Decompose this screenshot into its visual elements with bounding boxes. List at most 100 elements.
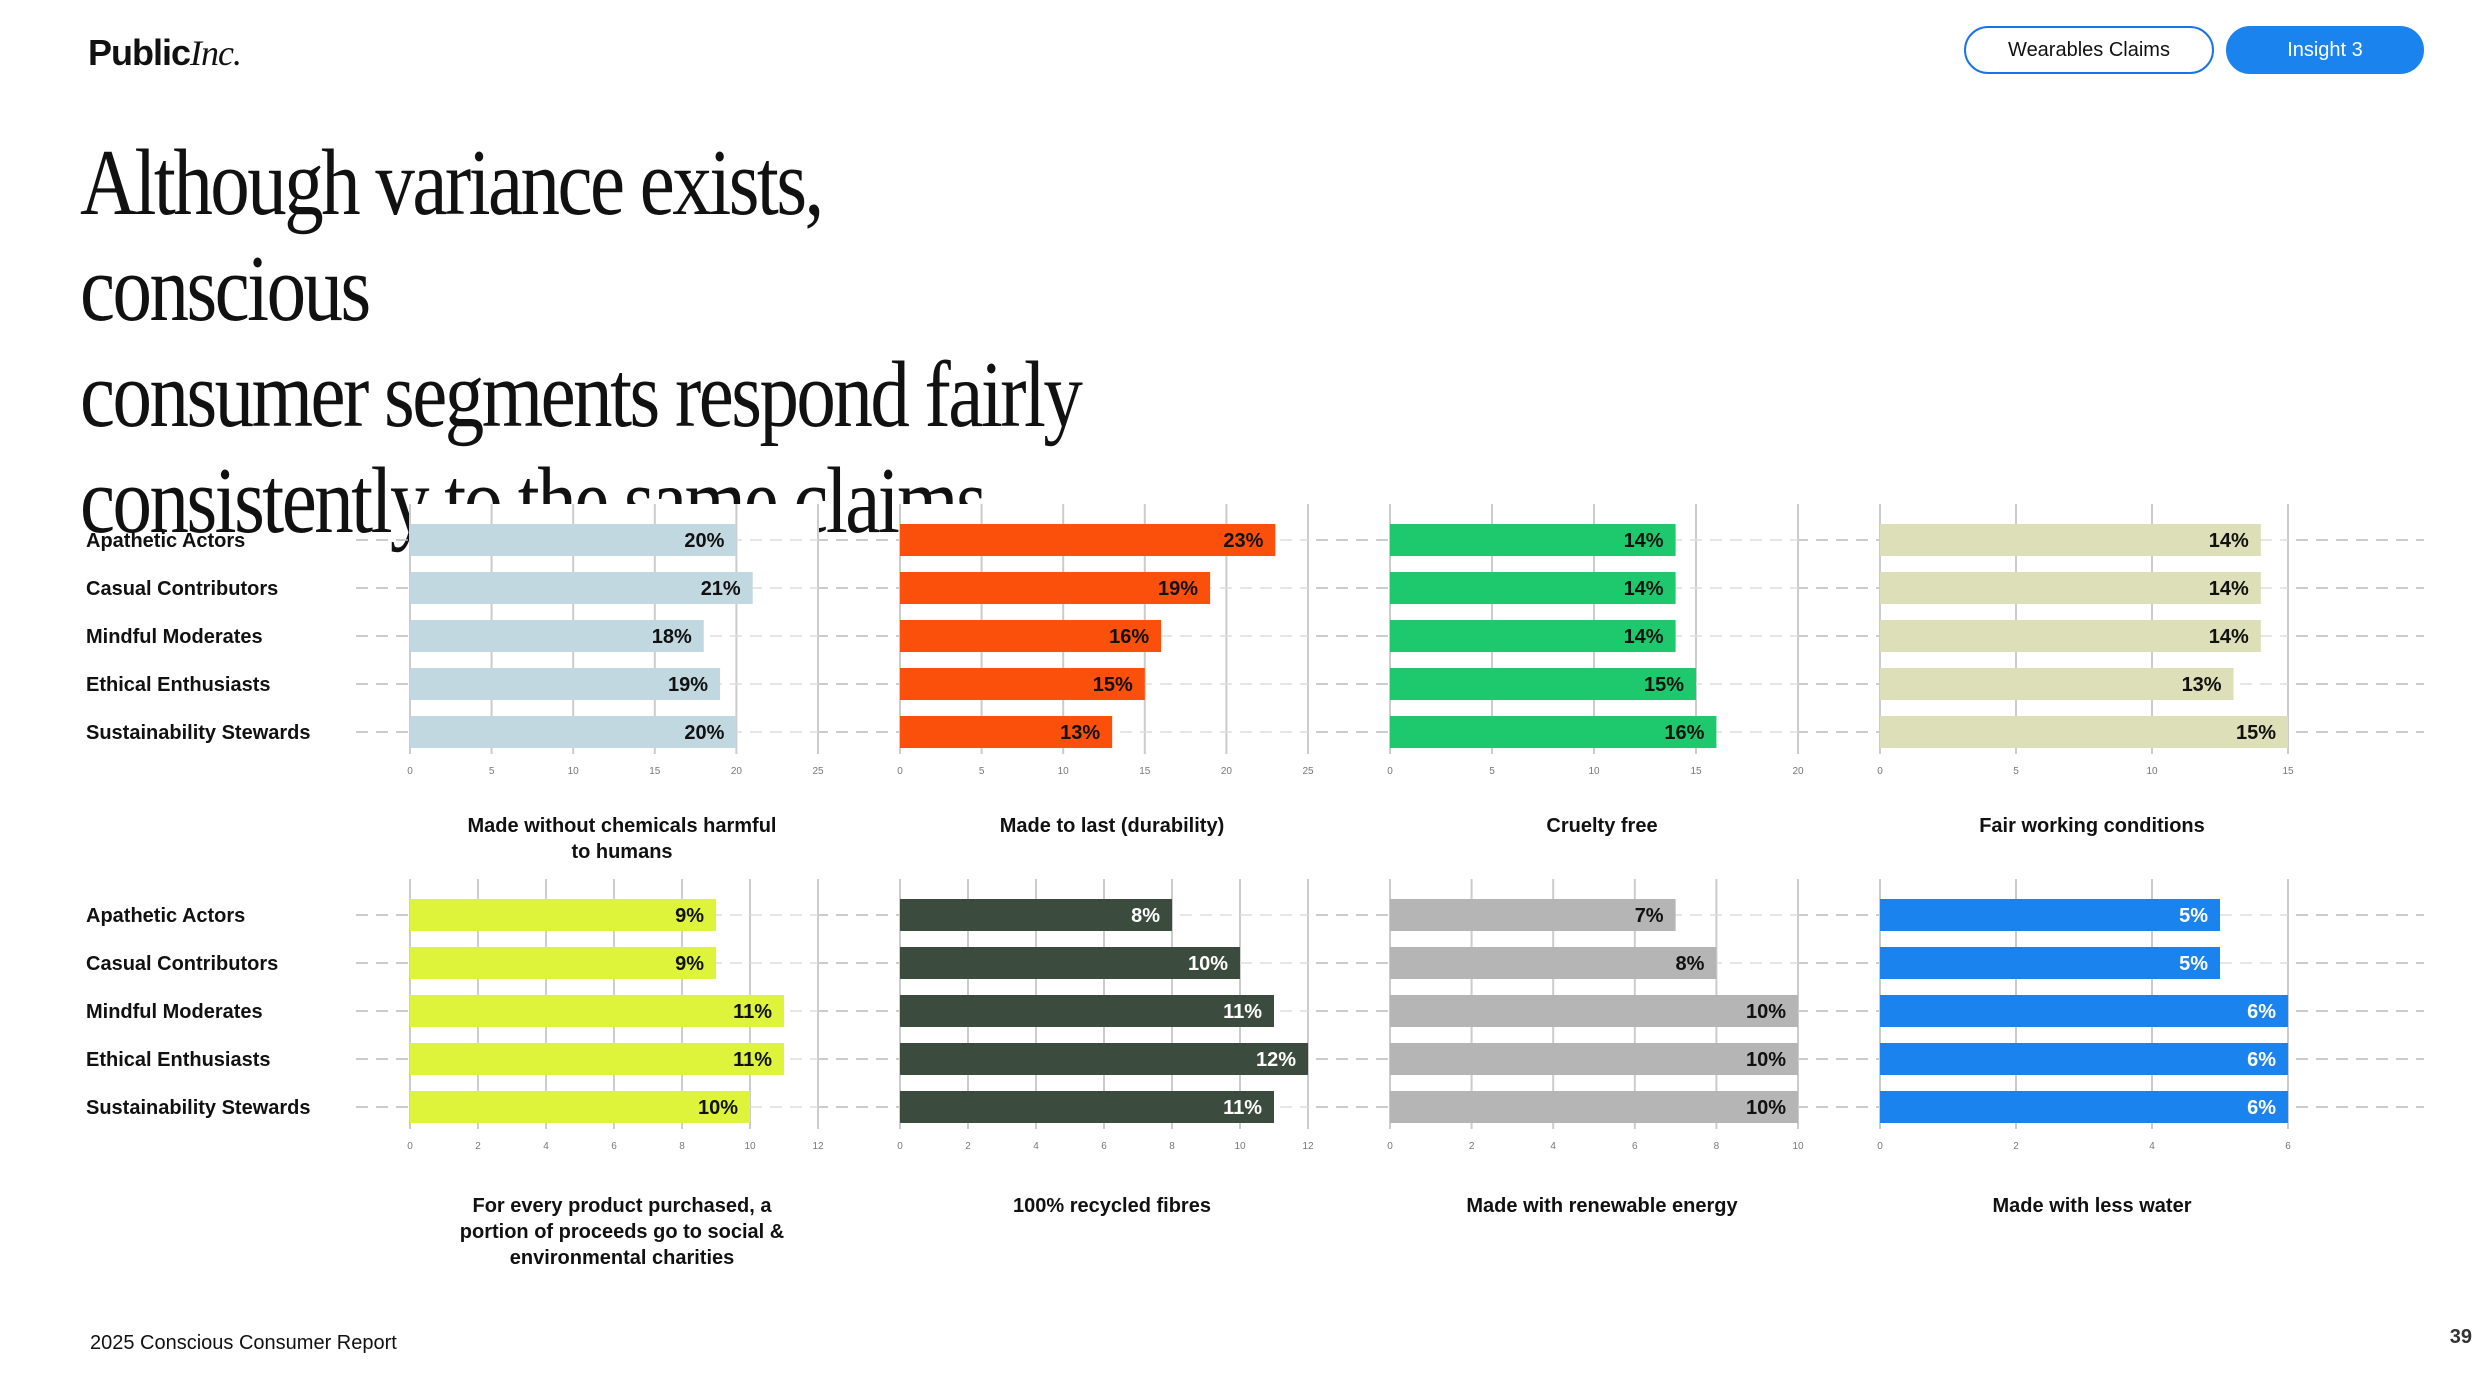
x-tick-label: 15 <box>2282 766 2294 777</box>
bar-cruelty-free-mindful-moderates <box>1390 620 1676 652</box>
bar-100-recycled-fibres-sustainability-stewards <box>900 1091 1274 1123</box>
x-tick-label: 0 <box>1387 1141 1393 1152</box>
bar-made-with-renewable-energy-ethical-enthusiasts <box>1390 1043 1798 1075</box>
bar-value-label: 6% <box>2247 1001 2276 1023</box>
x-tick-label: 0 <box>897 1141 903 1152</box>
x-tick-label: 5 <box>979 766 985 777</box>
bar-value-label: 14% <box>1624 626 1664 648</box>
bar-value-label: 14% <box>2209 530 2249 552</box>
bar-value-label: 16% <box>1109 626 1149 648</box>
x-tick-label: 10 <box>1058 766 1070 777</box>
bar-made-with-renewable-energy-sustainability-stewards <box>1390 1091 1798 1123</box>
x-tick-label: 6 <box>1632 1141 1638 1152</box>
x-tick-label: 8 <box>1714 1141 1720 1152</box>
bar-made-with-less-water-mindful-moderates <box>1880 995 2288 1027</box>
bar-made-with-renewable-energy-apathetic-actors <box>1390 899 1676 931</box>
x-tick-label: 12 <box>1302 1141 1314 1152</box>
bar-value-label: 10% <box>1188 953 1228 975</box>
bar-made-to-last-durability-apathetic-actors <box>900 524 1276 556</box>
x-tick-label: 2 <box>2013 1141 2019 1152</box>
x-tick-label: 15 <box>1139 766 1151 777</box>
bar-made-without-chemicals-harmful-to-humans-apathetic-actors <box>410 524 737 556</box>
bar-made-with-less-water-ethical-enthusiasts <box>1880 1043 2288 1075</box>
chart-title: Made with less water <box>1993 1195 2192 1217</box>
bar-value-label: 10% <box>1746 1049 1786 1071</box>
wearables-claims-button[interactable]: Wearables Claims <box>1964 26 2214 74</box>
bar-value-label: 21% <box>701 578 741 600</box>
bar-value-label: 12% <box>1256 1049 1296 1071</box>
chart-title: Made without chemicals harmful <box>468 815 777 837</box>
bar-cruelty-free-ethical-enthusiasts <box>1390 668 1696 700</box>
x-tick-label: 0 <box>1877 1141 1883 1152</box>
x-tick-label: 10 <box>2146 766 2158 777</box>
bar-cruelty-free-sustainability-stewards <box>1390 716 1717 748</box>
insight-3-button[interactable]: Insight 3 <box>2226 26 2424 74</box>
bar-for-every-product-purchased-a-portion-of-ethical-enthusiasts <box>410 1043 784 1075</box>
bar-made-with-less-water-casual-contributors <box>1880 947 2220 979</box>
x-tick-label: 20 <box>731 766 743 777</box>
x-tick-label: 10 <box>1792 1141 1804 1152</box>
chart-title: portion of proceeds go to social & <box>460 1221 784 1243</box>
chart-title: Made with renewable energy <box>1466 1195 1738 1217</box>
x-tick-label: 5 <box>1489 766 1495 777</box>
x-tick-label: 0 <box>1387 766 1393 777</box>
bar-value-label: 11% <box>1223 1001 1262 1023</box>
bar-made-to-last-durability-casual-contributors <box>900 572 1211 604</box>
x-tick-label: 0 <box>897 766 903 777</box>
chart-title: 100% recycled fibres <box>1013 1195 1211 1217</box>
x-tick-label: 4 <box>1550 1141 1556 1152</box>
segment-label-ethical-enthusiasts: Ethical Enthusiasts <box>86 674 271 696</box>
chart-title: Fair working conditions <box>1979 815 2205 837</box>
report-name: 2025 Conscious Consumer Report <box>90 1332 397 1354</box>
bar-value-label: 13% <box>1060 722 1100 744</box>
bar-made-with-renewable-energy-mindful-moderates <box>1390 995 1798 1027</box>
bar-value-label: 20% <box>684 722 724 744</box>
x-tick-label: 2 <box>965 1141 971 1152</box>
x-tick-label: 6 <box>2285 1141 2291 1152</box>
x-tick-label: 20 <box>1221 766 1233 777</box>
segment-label-casual-contributors: Casual Contributors <box>86 953 278 975</box>
segment-label-mindful-moderates: Mindful Moderates <box>86 1001 263 1023</box>
bar-made-with-less-water-apathetic-actors <box>1880 899 2220 931</box>
chart-title: Cruelty free <box>1546 815 1657 837</box>
bar-100-recycled-fibres-apathetic-actors <box>900 899 1172 931</box>
chart-title: to humans <box>571 841 672 863</box>
bar-fair-working-conditions-ethical-enthusiasts <box>1880 668 2234 700</box>
bar-value-label: 19% <box>668 674 708 696</box>
bar-value-label: 19% <box>1158 578 1198 600</box>
bar-made-without-chemicals-harmful-to-humans-mindful-moderates <box>410 620 704 652</box>
bar-100-recycled-fibres-mindful-moderates <box>900 995 1274 1027</box>
segment-label-casual-contributors: Casual Contributors <box>86 578 278 600</box>
bar-made-to-last-durability-ethical-enthusiasts <box>900 668 1145 700</box>
bar-made-to-last-durability-sustainability-stewards <box>900 716 1113 748</box>
bar-fair-working-conditions-sustainability-stewards <box>1880 716 2288 748</box>
bar-value-label: 20% <box>684 530 724 552</box>
bar-value-label: 18% <box>652 626 692 648</box>
x-tick-label: 15 <box>649 766 661 777</box>
bar-value-label: 13% <box>2182 674 2222 696</box>
bar-fair-working-conditions-apathetic-actors <box>1880 524 2261 556</box>
bar-value-label: 14% <box>2209 626 2249 648</box>
bar-value-label: 15% <box>1644 674 1684 696</box>
bar-value-label: 6% <box>2247 1049 2276 1071</box>
x-tick-label: 2 <box>1469 1141 1475 1152</box>
page-title-line-1: Although variance exists, conscious <box>80 131 824 341</box>
bar-value-label: 9% <box>675 953 704 975</box>
segment-label-apathetic-actors: Apathetic Actors <box>86 905 245 927</box>
x-tick-label: 5 <box>489 766 495 777</box>
x-tick-label: 8 <box>1169 1141 1175 1152</box>
x-tick-label: 25 <box>1302 766 1314 777</box>
bar-made-with-less-water-sustainability-stewards <box>1880 1091 2288 1123</box>
bar-value-label: 10% <box>1746 1001 1786 1023</box>
bar-fair-working-conditions-mindful-moderates <box>1880 620 2261 652</box>
x-tick-label: 6 <box>611 1141 617 1152</box>
bar-value-label: 16% <box>1664 722 1704 744</box>
x-tick-label: 8 <box>679 1141 685 1152</box>
segment-label-sustainability-stewards: Sustainability Stewards <box>86 722 311 744</box>
chart-title: For every product purchased, a <box>473 1195 773 1217</box>
x-tick-label: 4 <box>543 1141 549 1152</box>
segment-label-sustainability-stewards: Sustainability Stewards <box>86 1097 311 1119</box>
bar-for-every-product-purchased-a-portion-of-mindful-moderates <box>410 995 784 1027</box>
x-tick-label: 6 <box>1101 1141 1107 1152</box>
publicinc-logo: PublicInc. <box>88 32 242 73</box>
